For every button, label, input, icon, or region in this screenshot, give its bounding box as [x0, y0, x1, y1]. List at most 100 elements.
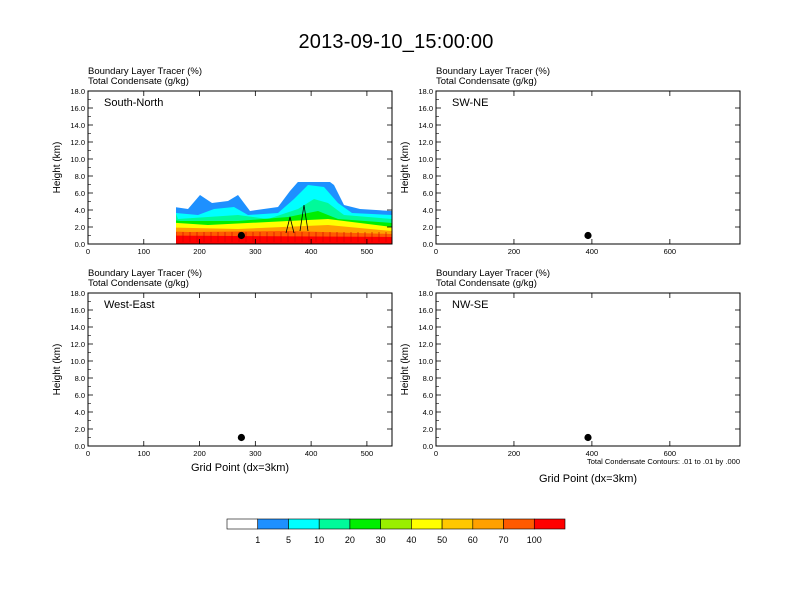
y-tick-label: 2.0 — [75, 223, 85, 232]
panel-header-line1: Boundary Layer Tracer (%) — [88, 268, 202, 279]
tracer-region — [224, 157, 238, 167]
colorbar-swatch — [349, 518, 381, 530]
colorbar-label: 40 — [406, 535, 416, 545]
colorbar-label: 70 — [499, 535, 509, 545]
colorbar-swatch — [411, 518, 443, 530]
condensate-contour — [614, 131, 632, 183]
condensate-contour — [299, 204, 309, 232]
panel-label: West-East — [104, 299, 155, 311]
y-axis-label: Height (km) — [52, 142, 63, 194]
y-tick-label: 14.0 — [418, 121, 433, 130]
colorbar-label: 100 — [527, 535, 542, 545]
tracer-region — [436, 103, 740, 244]
location-marker — [584, 433, 592, 442]
tracer-region — [176, 235, 392, 244]
y-tick-label: 12.0 — [70, 340, 85, 349]
contour-note: Total Condensate Contours: .01 to .01 by… — [587, 457, 740, 466]
heatmap-background — [436, 293, 740, 446]
condensate-contour — [726, 417, 732, 439]
tracer-region — [682, 147, 690, 155]
tracer-region — [154, 199, 158, 211]
panel-label: NW-SE — [452, 299, 488, 311]
y-tick-label: 8.0 — [423, 374, 433, 383]
y-tick-label: 6.0 — [423, 391, 433, 400]
tracer-region — [200, 143, 224, 155]
y-tick-label: 8.0 — [75, 374, 85, 383]
tracer-region — [252, 383, 264, 397]
condensate-contour — [378, 415, 386, 433]
x-tick-label: 0 — [86, 449, 90, 458]
y-tick-label: 0.0 — [423, 240, 433, 249]
y-tick-label: 16.0 — [70, 104, 85, 113]
condensate-contour — [285, 216, 295, 234]
tracer-region — [730, 337, 740, 371]
y-tick-label: 14.0 — [70, 323, 85, 332]
x-tick-label: 600 — [664, 449, 677, 458]
x-tick-label: 100 — [138, 449, 151, 458]
x-tick-label: 400 — [586, 247, 599, 256]
y-tick-label: 4.0 — [75, 408, 85, 417]
y-tick-label: 8.0 — [423, 172, 433, 181]
y-tick-label: 6.0 — [75, 391, 85, 400]
condensate-contour — [116, 223, 120, 237]
panel-header-line2: Total Condensate (g/kg) — [436, 76, 537, 87]
panel-header-line1: Boundary Layer Tracer (%) — [436, 268, 550, 279]
tracer-region — [632, 367, 642, 377]
x-tick-label: 200 — [193, 449, 206, 458]
panel-header-line2: Total Condensate (g/kg) — [436, 278, 537, 289]
plot-frame — [435, 90, 741, 245]
plot-frame — [435, 292, 741, 447]
tracer-region — [150, 195, 162, 215]
y-tick-label: 14.0 — [70, 121, 85, 130]
x-axis-label-right: Grid Point (dx=3km) — [539, 473, 637, 485]
y-tick-label: 10.0 — [418, 357, 433, 366]
y-tick-label: 8.0 — [75, 172, 85, 181]
y-tick-label: 18.0 — [418, 87, 433, 96]
x-axis-label-left: Grid Point (dx=3km) — [191, 462, 289, 474]
y-tick-label: 14.0 — [418, 323, 433, 332]
colorbar-label: 30 — [376, 535, 386, 545]
y-tick-label: 0.0 — [75, 240, 85, 249]
page-title: 2013-09-10_15:00:00 — [298, 31, 494, 53]
tracer-region — [466, 339, 520, 357]
colorbar-label: 20 — [345, 535, 355, 545]
y-axis-label: Height (km) — [400, 344, 411, 396]
y-tick-label: 18.0 — [418, 289, 433, 298]
condensate-contour — [146, 353, 154, 375]
x-tick-label: 0 — [434, 247, 438, 256]
x-tick-label: 400 — [305, 247, 318, 256]
tracer-region — [456, 331, 536, 363]
tracer-region — [252, 351, 280, 371]
panel-label: SW-NE — [452, 97, 488, 109]
chart-panel-1: Boundary Layer Tracer (%)Total Condensat… — [52, 66, 393, 256]
panel-header-line2: Total Condensate (g/kg) — [88, 76, 189, 87]
chart-panel-3: Boundary Layer Tracer (%)Total Condensat… — [52, 268, 393, 458]
x-tick-label: 200 — [193, 247, 206, 256]
y-tick-label: 2.0 — [75, 425, 85, 434]
y-axis-label: Height (km) — [400, 142, 411, 194]
heatmap-field — [88, 293, 392, 446]
tracer-region — [616, 131, 628, 145]
colorbar-swatch — [257, 518, 289, 530]
condensate-contour — [486, 153, 498, 161]
y-tick-label: 4.0 — [423, 206, 433, 215]
y-tick-label: 10.0 — [70, 357, 85, 366]
tracer-region — [238, 373, 258, 389]
colorbar-label: 10 — [314, 535, 324, 545]
plot-frame — [87, 292, 393, 447]
x-tick-label: 100 — [138, 247, 151, 256]
colorbar-swatch — [441, 518, 474, 530]
x-tick-label: 300 — [249, 449, 262, 458]
y-tick-label: 16.0 — [70, 306, 85, 315]
tracer-region — [144, 149, 150, 163]
y-tick-label: 16.0 — [418, 306, 433, 315]
y-tick-label: 12.0 — [70, 138, 85, 147]
colorbar-label: 5 — [286, 535, 291, 545]
y-tick-label: 10.0 — [70, 155, 85, 164]
tracer-region — [698, 121, 740, 151]
location-marker — [584, 231, 592, 240]
x-tick-label: 0 — [86, 247, 90, 256]
colorbar-swatch — [503, 518, 535, 530]
colorbar-swatch — [380, 518, 412, 530]
condensate-contour — [436, 111, 454, 237]
